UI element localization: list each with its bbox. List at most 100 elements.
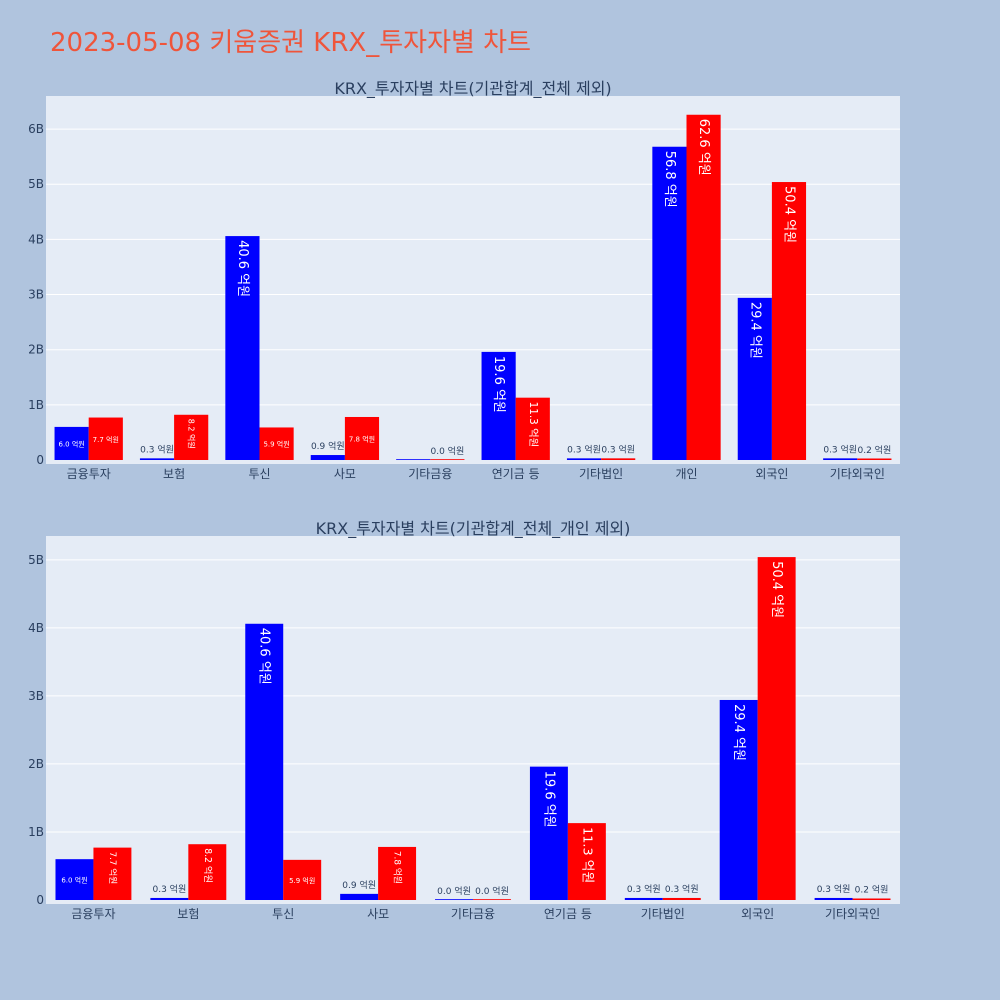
bar-label: 11.3 억원 — [579, 827, 594, 883]
bar — [857, 458, 892, 460]
bar-label: 0.2 억원 — [855, 884, 889, 896]
bar-label: 0.9 억원 — [311, 440, 345, 452]
bar — [396, 459, 431, 460]
x-tick-label: 외국인 — [741, 907, 774, 921]
bar-label: 0.3 억원 — [567, 443, 601, 455]
bar — [378, 846, 417, 900]
x-tick-label: 사모 — [334, 467, 356, 481]
bar — [566, 458, 602, 460]
x-tick-label: 개인 — [675, 467, 697, 481]
y-tick-label: 5B — [28, 177, 44, 191]
y-tick-label: 5B — [28, 553, 44, 567]
bar-label: 7.7 억원 — [93, 435, 119, 444]
x-tick-label: 연기금 등 — [492, 467, 540, 481]
bar — [93, 847, 132, 900]
bar-label: 5.9 억원 — [289, 876, 315, 885]
bar — [188, 844, 227, 900]
bar — [55, 859, 94, 900]
bar — [601, 458, 636, 460]
bar — [430, 459, 465, 460]
bar — [150, 897, 189, 900]
x-tick-label: 보험 — [177, 907, 199, 921]
bar-label: 8.2 억원 — [202, 848, 214, 883]
bar-label: 0.0 억원 — [437, 885, 471, 897]
x-tick-label: 사모 — [367, 907, 389, 921]
bar — [652, 146, 687, 461]
y-tick-label: 6B — [28, 122, 44, 136]
y-tick-label: 2B — [28, 343, 44, 357]
bar — [283, 859, 322, 900]
page-title: 2023-05-08 키움증권 KRX_투자자별 차트 — [50, 28, 532, 58]
x-tick-label: 연기금 등 — [544, 907, 592, 921]
bar-label: 0.3 억원 — [140, 443, 174, 455]
bar — [174, 414, 209, 460]
x-tick-label: 기타법인 — [641, 907, 685, 921]
bar-label: 0.3 억원 — [817, 883, 851, 895]
bar-label: 7.8 억원 — [392, 851, 404, 884]
y-tick-label: 4B — [28, 621, 44, 635]
bar — [529, 766, 568, 900]
bar — [344, 416, 380, 460]
bar — [259, 427, 294, 460]
bar — [624, 897, 663, 900]
bar — [88, 417, 123, 460]
x-tick-label: 투신 — [248, 467, 270, 481]
x-tick-label: 기타외국인 — [825, 907, 880, 921]
x-tick-label: 보험 — [163, 467, 185, 481]
bar — [662, 897, 701, 900]
bar-label: 11.3 억원 — [527, 402, 539, 448]
y-tick-label: 4B — [28, 232, 44, 246]
bar-label: 0.3 억원 — [601, 443, 635, 455]
bar-label: 7.8 억원 — [349, 434, 375, 443]
bar-label: 40.6 억원 — [257, 628, 272, 685]
bar-label: 7.7 억원 — [107, 852, 119, 885]
bar — [719, 699, 758, 900]
bar-label: 0.2 억원 — [858, 444, 892, 456]
y-tick-label: 1B — [28, 398, 44, 412]
y-tick-label: 3B — [28, 288, 44, 302]
bar-label: 40.6 억원 — [235, 240, 250, 297]
bar-label: 0.0 억원 — [475, 885, 509, 897]
bar — [435, 899, 473, 900]
bar — [814, 897, 853, 900]
bar — [473, 899, 511, 900]
chart-title: KRX_투자자별 차트(기관합계_전체 제외) — [334, 79, 611, 99]
x-tick-label: 금융투자 — [67, 467, 111, 481]
x-tick-label: 기타금융 — [408, 467, 452, 481]
bar-label: 50.4 억원 — [769, 561, 784, 618]
bar-label: 62.6 억원 — [696, 119, 711, 176]
bar — [245, 623, 284, 900]
x-tick-label: 외국인 — [755, 467, 788, 481]
bar — [310, 455, 345, 460]
bar-label: 0.3 억원 — [823, 443, 857, 455]
chart-title: KRX_투자자별 차트(기관합계_전체_개인 제외) — [316, 519, 631, 539]
bar-label: 6.0 억원 — [58, 439, 84, 448]
bar-label: 19.6 억원 — [491, 356, 506, 413]
bar — [823, 458, 858, 460]
y-tick-label: 3B — [28, 689, 44, 703]
bar — [567, 823, 606, 900]
bar — [340, 893, 379, 900]
x-tick-label: 기타금융 — [451, 907, 495, 921]
x-tick-label: 기타외국인 — [830, 467, 885, 481]
bar-label: 0.3 억원 — [627, 883, 661, 895]
x-tick-label: 투신 — [272, 907, 294, 921]
bar — [515, 397, 550, 460]
y-tick-label: 0 — [36, 893, 44, 907]
bar-label: 19.6 억원 — [541, 771, 556, 828]
chart-2: KRX_투자자별 차트(기관합계_전체_개인 제외) 0 1B 2B 3B 4B 5B 금융투… — [28, 519, 900, 921]
bar-label: 5.9 억원 — [263, 440, 289, 449]
bar-label: 50.4 억원 — [781, 186, 796, 243]
bar — [139, 458, 175, 460]
bar — [757, 557, 796, 900]
bar — [225, 236, 260, 460]
bar-label: 29.4 억원 — [747, 302, 762, 359]
y-tick-label: 2B — [28, 757, 44, 771]
x-tick-label: 기타법인 — [579, 467, 623, 481]
bar — [852, 898, 891, 900]
bar-label: 0.0 억원 — [431, 445, 465, 457]
bar — [686, 114, 721, 460]
bar — [481, 351, 516, 460]
bar — [54, 426, 89, 460]
y-tick-label: 1B — [28, 825, 44, 839]
